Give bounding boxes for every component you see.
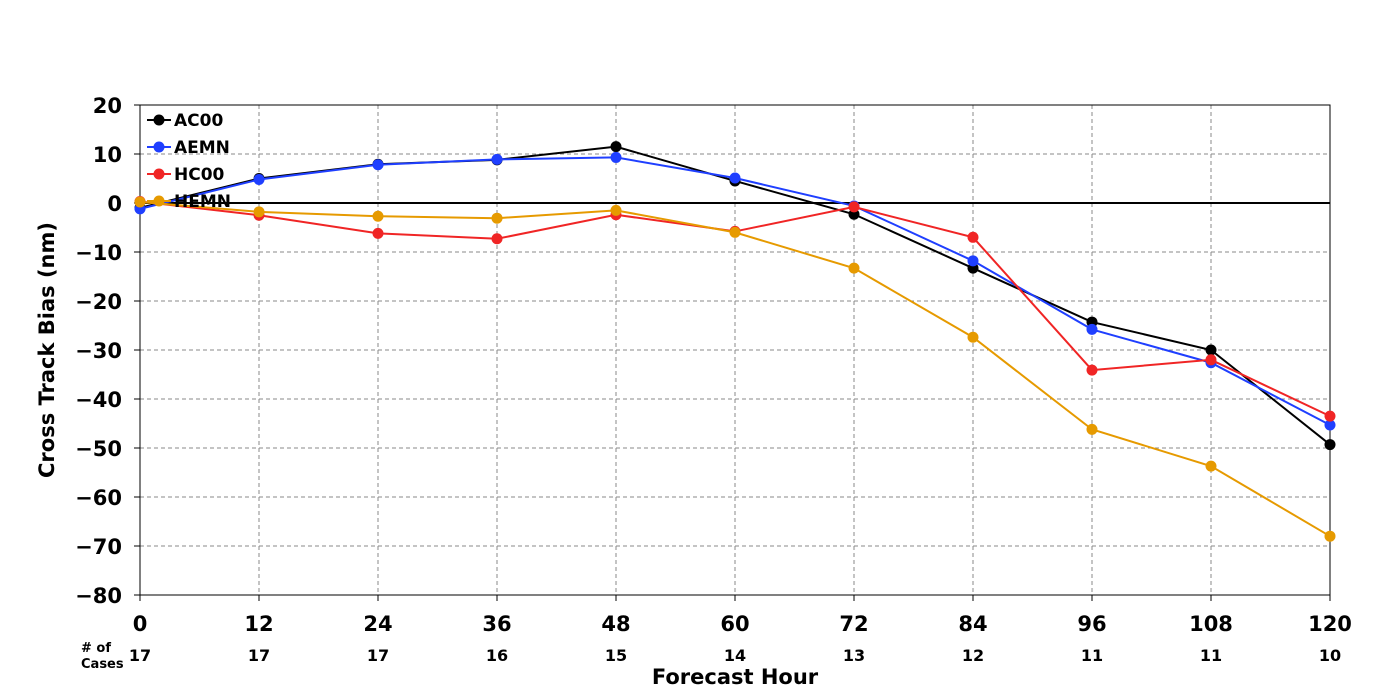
- data-point: [372, 159, 384, 171]
- y-tick-label: −20: [75, 290, 122, 314]
- y-tick-label: −60: [75, 486, 122, 510]
- x-tick-label: 24: [363, 612, 392, 636]
- data-point: [372, 210, 384, 222]
- data-point: [1205, 344, 1217, 356]
- data-point: [491, 233, 503, 245]
- data-point: [491, 212, 503, 224]
- series-aemn: [134, 151, 1336, 431]
- x-axis-ticks: 0 12 24 36 48 60 72 84 96 108 120: [133, 595, 1352, 636]
- data-point: [729, 226, 741, 238]
- y-axis-ticks: 20 10 0 −10 −20 −30 −40 −50 −60 −70 −80: [75, 94, 140, 608]
- case-count: 17: [367, 646, 389, 665]
- y-tick-label: −10: [75, 241, 122, 265]
- data-point: [253, 206, 265, 218]
- case-count: 17: [129, 646, 151, 665]
- data-point: [372, 227, 384, 239]
- case-count: 11: [1081, 646, 1103, 665]
- data-point: [848, 262, 860, 274]
- data-point: [1086, 323, 1098, 335]
- data-point: [491, 153, 503, 165]
- case-counts-row: 17 17 17 16 15 14 13 12 11 11 10: [129, 646, 1341, 665]
- y-tick-label: −40: [75, 388, 122, 412]
- x-tick-label: 72: [839, 612, 868, 636]
- data-point: [610, 141, 622, 153]
- legend-label: AEMN: [174, 138, 230, 158]
- y-tick-label: −50: [75, 437, 122, 461]
- y-tick-label: 10: [93, 143, 122, 167]
- series-layer: [134, 141, 1336, 542]
- data-point: [1086, 364, 1098, 376]
- case-count: 10: [1319, 646, 1341, 665]
- data-point: [1086, 423, 1098, 435]
- legend: AC00 AEMN HC00 HEMN: [147, 111, 231, 212]
- data-point: [1324, 439, 1336, 451]
- data-point: [967, 231, 979, 243]
- case-count: 15: [605, 646, 627, 665]
- data-point: [1205, 460, 1217, 472]
- legend-marker: [153, 168, 165, 180]
- data-point: [1324, 530, 1336, 542]
- case-count: 16: [486, 646, 508, 665]
- x-tick-label: 96: [1077, 612, 1106, 636]
- data-point: [253, 173, 265, 185]
- legend-marker: [153, 114, 165, 126]
- grid-lines: [140, 105, 1330, 595]
- data-point: [134, 196, 146, 208]
- y-tick-label: −70: [75, 535, 122, 559]
- x-axis-title: Forecast Hour: [652, 665, 819, 689]
- y-tick-label: 0: [107, 192, 122, 216]
- x-tick-label: 12: [244, 612, 273, 636]
- data-point: [848, 201, 860, 213]
- legend-item: AC00: [147, 111, 223, 131]
- x-tick-label: 0: [133, 612, 148, 636]
- case-count: 17: [248, 646, 270, 665]
- legend-marker: [153, 141, 165, 153]
- legend-marker: [153, 195, 165, 207]
- legend-item: AEMN: [147, 138, 230, 158]
- data-point: [1324, 419, 1336, 431]
- y-tick-label: −30: [75, 339, 122, 363]
- data-point: [1205, 354, 1217, 366]
- data-point: [729, 172, 741, 184]
- x-tick-label: 48: [601, 612, 630, 636]
- legend-label: HEMN: [174, 192, 231, 212]
- legend-label: HC00: [174, 165, 225, 185]
- legend-item: HC00: [147, 165, 225, 185]
- cases-label-line2: Cases: [81, 657, 124, 672]
- data-point: [1324, 410, 1336, 422]
- case-count: 14: [724, 646, 746, 665]
- legend-label: AC00: [174, 111, 223, 131]
- x-tick-label: 36: [482, 612, 511, 636]
- case-count: 13: [843, 646, 865, 665]
- case-count: 12: [962, 646, 984, 665]
- y-axis-title: Cross Track Bias (nm): [35, 222, 59, 478]
- y-tick-label: −80: [75, 584, 122, 608]
- series-hemn: [134, 196, 1336, 542]
- cases-label-line1: # of: [81, 641, 111, 656]
- x-tick-label: 120: [1308, 612, 1352, 636]
- y-tick-label: 20: [93, 94, 122, 118]
- x-tick-label: 84: [958, 612, 987, 636]
- data-point: [610, 204, 622, 216]
- x-tick-label: 108: [1189, 612, 1233, 636]
- data-point: [967, 331, 979, 343]
- data-point: [610, 151, 622, 163]
- data-point: [967, 255, 979, 267]
- x-tick-label: 60: [720, 612, 749, 636]
- legend-item: HEMN: [147, 192, 231, 212]
- case-count: 11: [1200, 646, 1222, 665]
